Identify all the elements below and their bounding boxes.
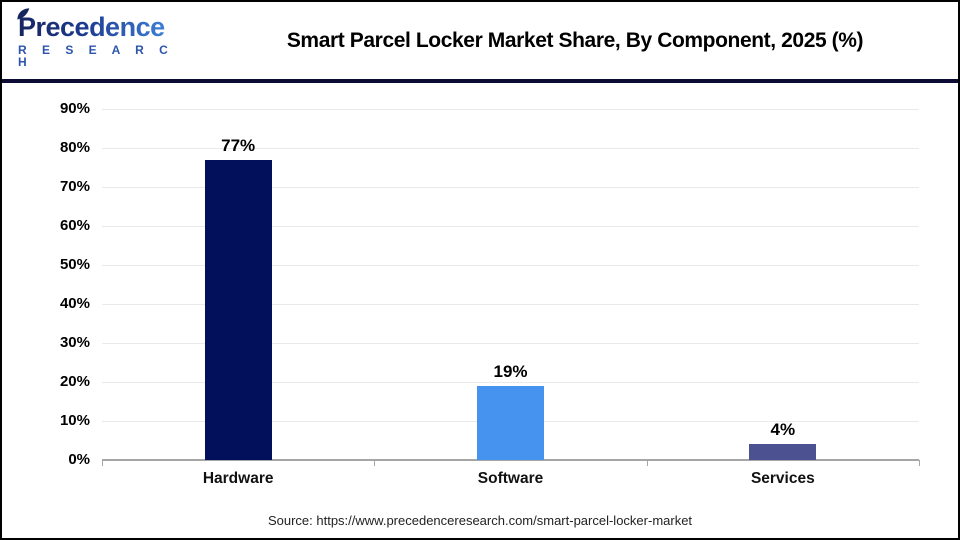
gridline [102, 343, 919, 344]
logo-leaf-icon [17, 7, 30, 20]
title-wrap: Smart Parcel Locker Market Share, By Com… [192, 29, 958, 53]
y-axis-label: 70% [59, 178, 90, 195]
header: Precedence R E S E A R C H Smart Parcel … [2, 2, 958, 83]
gridline [102, 187, 919, 188]
gridline [102, 148, 919, 149]
x-axis-line [102, 459, 919, 461]
bar-software [477, 385, 544, 460]
bar-value-label: 4% [770, 420, 796, 440]
bar-value-label: 19% [493, 361, 528, 381]
gridline [102, 382, 919, 383]
brand-name: Precedence [18, 11, 165, 42]
brand-logo: Precedence R E S E A R C H [2, 7, 192, 69]
y-axis-label: 80% [59, 139, 90, 156]
plot-area: 77% Hardware 19% Software 4% Services [102, 109, 920, 487]
brand-subtitle: R E S E A R C H [18, 42, 174, 69]
gridline [102, 109, 919, 110]
gridline [102, 226, 919, 227]
y-axis-label: 90% [59, 100, 90, 117]
bar-value-label: 77% [221, 135, 256, 155]
axis-tick [919, 460, 920, 466]
gridline [102, 265, 919, 266]
y-axis-label: 50% [59, 256, 90, 273]
axis-tick [102, 460, 103, 466]
chart-title: Smart Parcel Locker Market Share, By Com… [286, 28, 864, 52]
gridline [102, 304, 919, 305]
x-axis-category-label: Software [477, 470, 544, 487]
source-note: Source: https://www.precedenceresearch.c… [267, 513, 693, 528]
y-axis-label: 40% [59, 295, 90, 312]
y-axis-label: 60% [59, 217, 90, 234]
y-axis-label: 10% [59, 412, 90, 429]
x-axis-category-label: Hardware [202, 470, 274, 487]
x-axis-category-label: Services [750, 470, 815, 487]
bar-hardware [204, 159, 272, 460]
axis-tick [646, 460, 648, 466]
axis-tick [374, 460, 376, 466]
y-axis-label: 0% [68, 451, 90, 468]
y-axis-label: 30% [59, 334, 90, 351]
y-axis-label: 20% [59, 373, 90, 390]
bar-services [749, 444, 817, 460]
